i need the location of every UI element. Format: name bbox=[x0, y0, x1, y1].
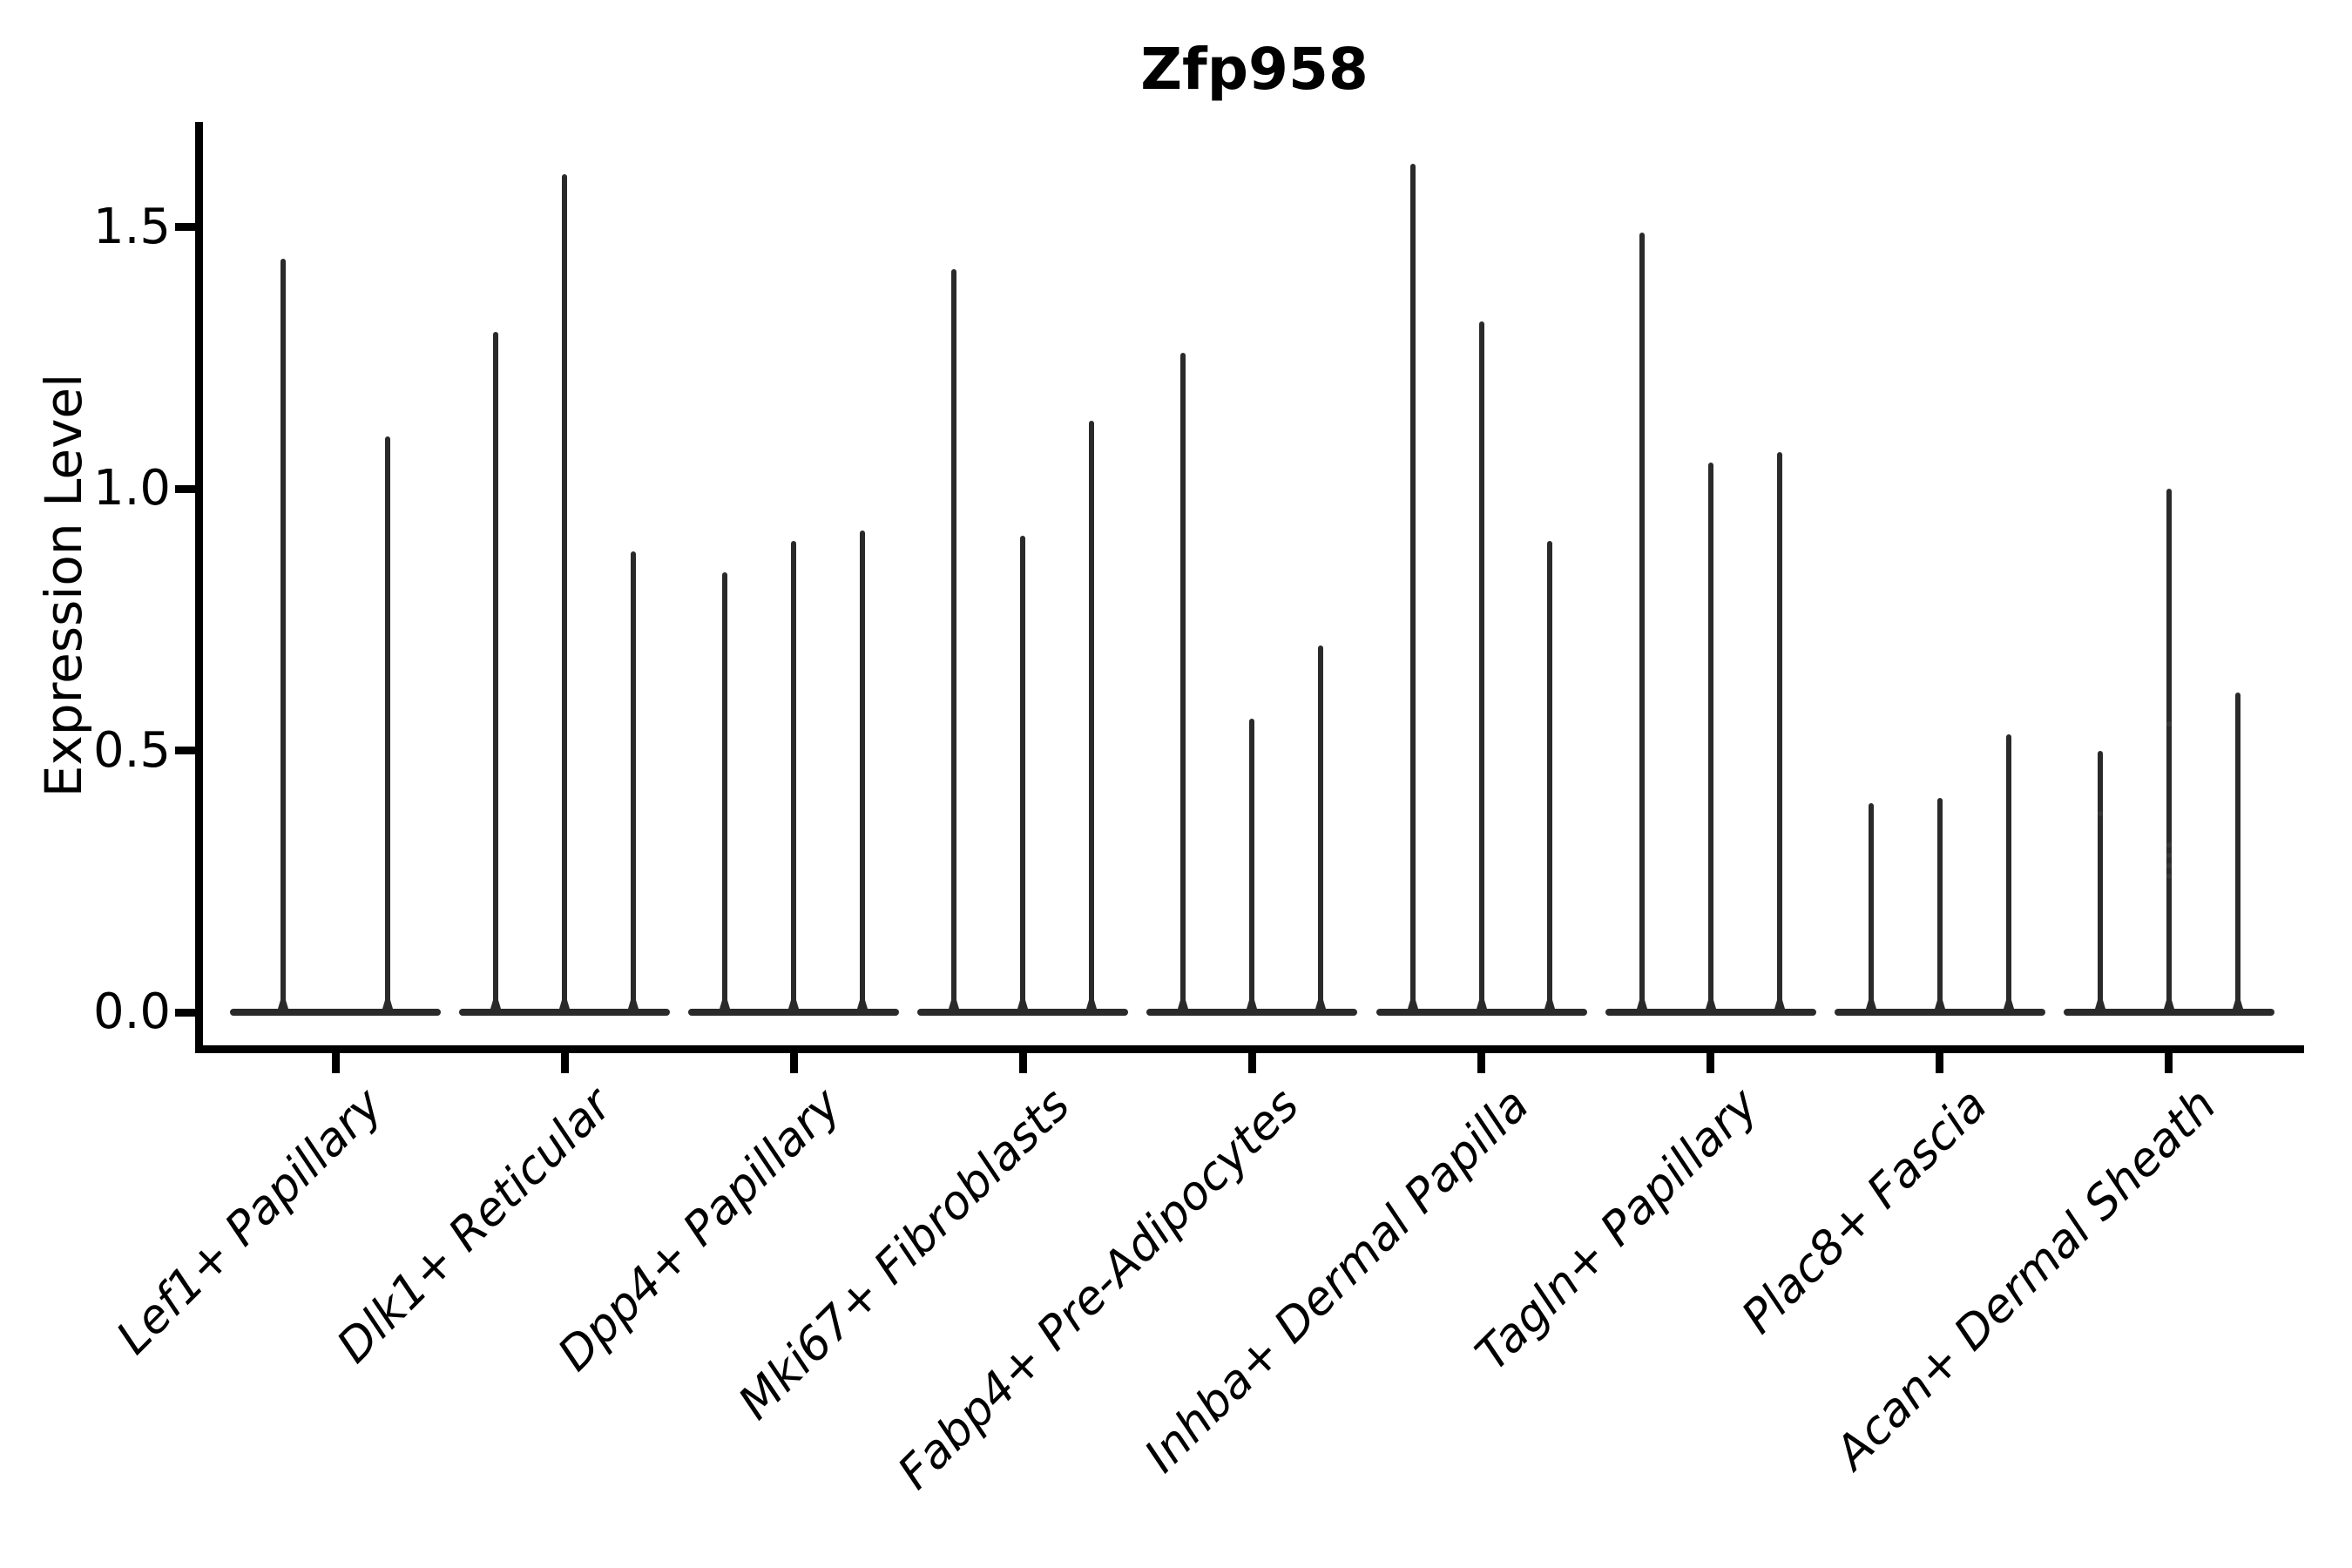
violin-spike bbox=[1089, 420, 1095, 1012]
y-axis-spine bbox=[195, 122, 203, 1053]
x-tick-label: Acan+ Dermal Sheath bbox=[1825, 1078, 2227, 1480]
violin-flare bbox=[1636, 991, 1647, 1009]
violin-flare bbox=[2003, 991, 2014, 1009]
violin-flare bbox=[1178, 991, 1189, 1009]
violin-flare bbox=[2232, 991, 2243, 1009]
violin-flare bbox=[559, 991, 571, 1009]
violin-flare bbox=[1705, 991, 1716, 1009]
x-tick bbox=[1247, 1053, 1256, 1073]
violin-spike bbox=[1639, 232, 1645, 1012]
x-tick bbox=[1018, 1053, 1027, 1073]
violin-spike bbox=[631, 551, 637, 1012]
violin-spike bbox=[1318, 645, 1324, 1012]
violin-flare bbox=[1407, 991, 1418, 1009]
violin-flare bbox=[1086, 991, 1098, 1009]
violin-flare bbox=[720, 991, 731, 1009]
jitter-point bbox=[2097, 810, 2103, 816]
violin-flare bbox=[1315, 991, 1327, 1009]
violin-flare bbox=[382, 991, 393, 1009]
violin-spike bbox=[1180, 352, 1186, 1012]
violin-baseline bbox=[1834, 1009, 2045, 1016]
x-tick bbox=[789, 1053, 798, 1073]
violin-baseline bbox=[230, 1009, 441, 1016]
chart-title: Zfp958 bbox=[1140, 36, 1369, 103]
x-tick bbox=[1477, 1053, 1485, 1073]
violin-spike bbox=[722, 572, 728, 1012]
violin-flare bbox=[1476, 991, 1487, 1009]
violin-spike bbox=[1249, 719, 1255, 1012]
violin-flare bbox=[857, 991, 868, 1009]
violin-flare bbox=[788, 991, 800, 1009]
violin-spike bbox=[562, 174, 568, 1012]
violin-spike bbox=[384, 436, 390, 1012]
violin-flare bbox=[628, 991, 639, 1009]
y-tick-label: 0.5 bbox=[92, 721, 171, 779]
violin-flare bbox=[1544, 991, 1556, 1009]
y-axis-label: Expression Level bbox=[34, 373, 93, 798]
violin-flare bbox=[490, 991, 502, 1009]
violin-baseline bbox=[459, 1009, 671, 1016]
jitter-point bbox=[2166, 841, 2172, 848]
jitter-point bbox=[2166, 862, 2172, 868]
x-tick bbox=[1936, 1053, 1944, 1073]
violin-flare bbox=[2094, 991, 2105, 1009]
y-tick bbox=[175, 223, 195, 231]
y-tick bbox=[175, 484, 195, 493]
y-tick bbox=[175, 747, 195, 754]
violin-flare bbox=[1865, 991, 1876, 1009]
y-tick-label: 1.0 bbox=[92, 460, 171, 517]
violin-baseline bbox=[1605, 1009, 1816, 1016]
violin-spike bbox=[2234, 693, 2240, 1012]
violin-flare bbox=[2163, 991, 2174, 1009]
x-tick bbox=[1707, 1053, 1715, 1073]
violin-spike bbox=[1868, 802, 1874, 1012]
violin-baseline bbox=[1375, 1009, 1587, 1016]
violin-spike bbox=[1547, 541, 1553, 1012]
x-tick bbox=[2165, 1053, 2173, 1073]
violin-spike bbox=[1936, 797, 1943, 1012]
violin-spike bbox=[280, 258, 286, 1012]
violin-spike bbox=[951, 268, 957, 1012]
violin-flare bbox=[1017, 991, 1029, 1009]
violin-spike bbox=[2166, 489, 2172, 1012]
violin-spike bbox=[1020, 536, 1026, 1012]
violin-spike bbox=[1776, 451, 1782, 1012]
violin-flare bbox=[278, 991, 288, 1009]
violin-spike bbox=[1409, 164, 1416, 1012]
violin-spike bbox=[1478, 321, 1484, 1012]
violin-flare bbox=[1774, 991, 1785, 1009]
x-axis-spine bbox=[195, 1045, 2304, 1053]
violin-spike bbox=[791, 541, 797, 1012]
violin-spike bbox=[860, 531, 866, 1012]
violin-flare bbox=[1247, 991, 1258, 1009]
y-tick-label: 1.5 bbox=[92, 198, 171, 255]
jitter-point bbox=[2166, 852, 2172, 858]
jitter-point bbox=[2166, 873, 2172, 879]
violin-spike bbox=[1707, 462, 1713, 1012]
violin-baseline bbox=[917, 1009, 1129, 1016]
y-tick-label: 0.0 bbox=[92, 983, 171, 1040]
y-tick bbox=[175, 1008, 195, 1017]
violin-flare bbox=[949, 991, 960, 1009]
x-tick-label: Fabp4+ Pre-Adipocytes bbox=[888, 1078, 1310, 1500]
violin-spike bbox=[2005, 734, 2011, 1012]
x-tick-label: Inhba+ Dermal Papilla bbox=[1134, 1078, 1539, 1484]
violin-baseline bbox=[2063, 1009, 2274, 1016]
violin-baseline bbox=[688, 1009, 900, 1016]
x-tick bbox=[560, 1053, 569, 1073]
violin-flare bbox=[1934, 991, 1945, 1009]
violin-baseline bbox=[1146, 1009, 1358, 1016]
jitter-point bbox=[2166, 721, 2172, 727]
x-tick bbox=[331, 1053, 340, 1073]
x-tick-label: Plac8+ Fascia bbox=[1731, 1078, 1997, 1344]
violin-spike bbox=[2097, 750, 2103, 1012]
violin-spike bbox=[493, 331, 499, 1012]
